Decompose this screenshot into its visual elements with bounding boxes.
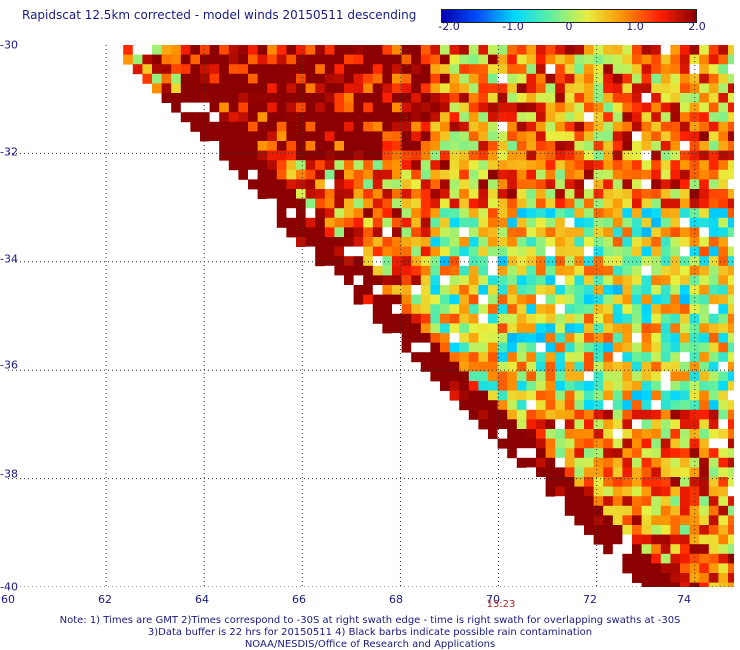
colorbar-tick-label: 2.0 xyxy=(688,20,706,33)
latitude-label: -36 xyxy=(0,358,18,372)
swath-time-label: 13:23 xyxy=(486,599,516,610)
longitude-label: 70 xyxy=(486,593,500,606)
longitude-label: 72 xyxy=(583,593,597,606)
colorbar-tick-label: 0 xyxy=(565,20,573,33)
wind-difference-map xyxy=(8,45,734,587)
longitude-label: 60 xyxy=(1,593,15,606)
wind-cells xyxy=(113,45,734,587)
latitude-label: -40 xyxy=(0,580,18,594)
latitude-label: -38 xyxy=(0,467,18,481)
colorbar-tick-label: 1.0 xyxy=(626,20,644,33)
graticule xyxy=(8,45,734,587)
footnote-line: NOAA/NESDIS/Office of Research and Appli… xyxy=(244,639,496,650)
footnote-line: Note: 1) Times are GMT 2)Times correspon… xyxy=(59,615,681,626)
map-title: Rapidscat 12.5km corrected - model winds… xyxy=(22,8,417,22)
longitude-label: 74 xyxy=(677,593,691,606)
latitude-label: -32 xyxy=(0,145,18,159)
longitude-label: 68 xyxy=(389,593,403,606)
longitude-label: 66 xyxy=(292,593,306,606)
latitude-label: -34 xyxy=(0,252,18,266)
longitude-label: 64 xyxy=(195,593,209,606)
footnote-line: 3)Data buffer is 22 hrs for 20150511 4) … xyxy=(147,627,593,638)
latitude-label: -30 xyxy=(0,38,18,52)
colorbar-tick-label: -1.0 xyxy=(502,20,524,33)
colorbar-tick-label: -2.0 xyxy=(438,20,460,33)
longitude-label: 62 xyxy=(98,593,112,606)
colorbar xyxy=(441,9,697,23)
